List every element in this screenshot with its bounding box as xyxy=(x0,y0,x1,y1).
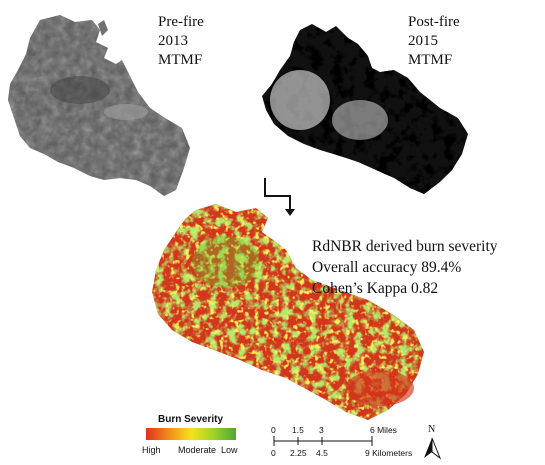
post-fire-label-line1: Post-fire xyxy=(408,14,460,30)
pre-fire-label-line2: 2013 xyxy=(158,33,188,49)
north-label: N xyxy=(428,424,436,435)
legend-high-label: High xyxy=(142,445,161,455)
legend-low-label: Low xyxy=(221,445,238,455)
pre-fire-label: Pre-fire 2013 MTMF xyxy=(158,13,204,70)
post-fire-label-line3: MTMF xyxy=(408,52,453,68)
burn-severity-map xyxy=(152,204,424,420)
pre-fire-label-line3: MTMF xyxy=(158,52,203,68)
scale-miles-0: 0 xyxy=(271,425,276,435)
scale-km-2: 4.5 xyxy=(316,448,328,458)
north-arrow-icon xyxy=(424,437,442,460)
scale-km-0: 0 xyxy=(271,448,276,458)
legend-title: Burn Severity xyxy=(158,414,224,425)
pre-fire-map xyxy=(8,15,190,196)
post-fire-label-line2: 2015 xyxy=(408,33,438,49)
legend-moderate-label: Moderate xyxy=(178,445,217,455)
post-fire-map xyxy=(262,24,468,194)
pre-fire-label-line1: Pre-fire xyxy=(158,14,204,30)
scale-miles-3: 6 Miles xyxy=(370,425,397,435)
legend-color-ramp xyxy=(146,428,236,440)
cohens-kappa: Cohen’s Kappa 0.82 xyxy=(312,280,439,297)
severity-stats-label: RdNBR derived burn severity Overall accu… xyxy=(312,236,498,299)
scale-miles-1: 1.5 xyxy=(292,425,304,435)
overall-accuracy: Overall accuracy 89.4% xyxy=(312,259,462,276)
scale-bar xyxy=(273,436,373,446)
scale-miles-2: 3 xyxy=(319,425,324,435)
scale-km-1: 2.25 xyxy=(290,448,307,458)
severity-title: RdNBR derived burn severity xyxy=(312,238,498,255)
scale-km-3: 9 Kilometers xyxy=(365,448,413,458)
post-fire-label: Post-fire 2015 MTMF xyxy=(408,13,460,70)
arrow-connector xyxy=(264,178,295,216)
